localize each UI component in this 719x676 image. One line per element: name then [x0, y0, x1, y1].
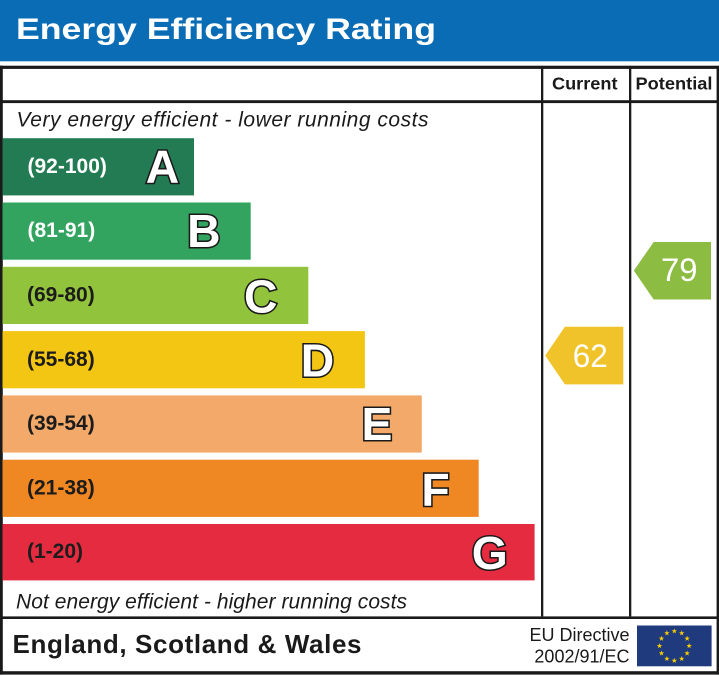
svg-text:A: A — [146, 141, 179, 193]
svg-text:(92-100): (92-100) — [28, 155, 107, 178]
svg-text:G: G — [472, 527, 508, 579]
svg-text:C: C — [244, 271, 277, 323]
svg-text:(69-80): (69-80) — [27, 284, 95, 307]
svg-text:(81-91): (81-91) — [28, 219, 96, 242]
svg-text:(21-38): (21-38) — [27, 476, 95, 499]
svg-text:EU Directive: EU Directive — [529, 625, 629, 645]
svg-text:Current: Current — [552, 74, 618, 94]
svg-text:(1-20): (1-20) — [27, 540, 83, 563]
svg-text:62: 62 — [573, 338, 608, 374]
svg-text:B: B — [187, 205, 220, 257]
svg-text:79: 79 — [661, 252, 698, 288]
svg-text:England, Scotland & Wales: England, Scotland & Wales — [13, 629, 362, 659]
svg-text:Very energy efficient - lower: Very energy efficient - lower running co… — [17, 109, 430, 132]
svg-text:Not energy efficient - higher: Not energy efficient - higher running co… — [16, 590, 408, 613]
svg-text:F: F — [421, 463, 449, 515]
svg-text:Potential: Potential — [636, 74, 713, 94]
svg-text:D: D — [301, 335, 334, 387]
svg-text:Energy Efficiency Rating: Energy Efficiency Rating — [16, 13, 436, 46]
svg-text:2002/91/EC: 2002/91/EC — [534, 647, 629, 667]
svg-text:(55-68): (55-68) — [27, 348, 95, 371]
svg-text:E: E — [362, 398, 393, 450]
svg-text:(39-54): (39-54) — [27, 412, 95, 435]
